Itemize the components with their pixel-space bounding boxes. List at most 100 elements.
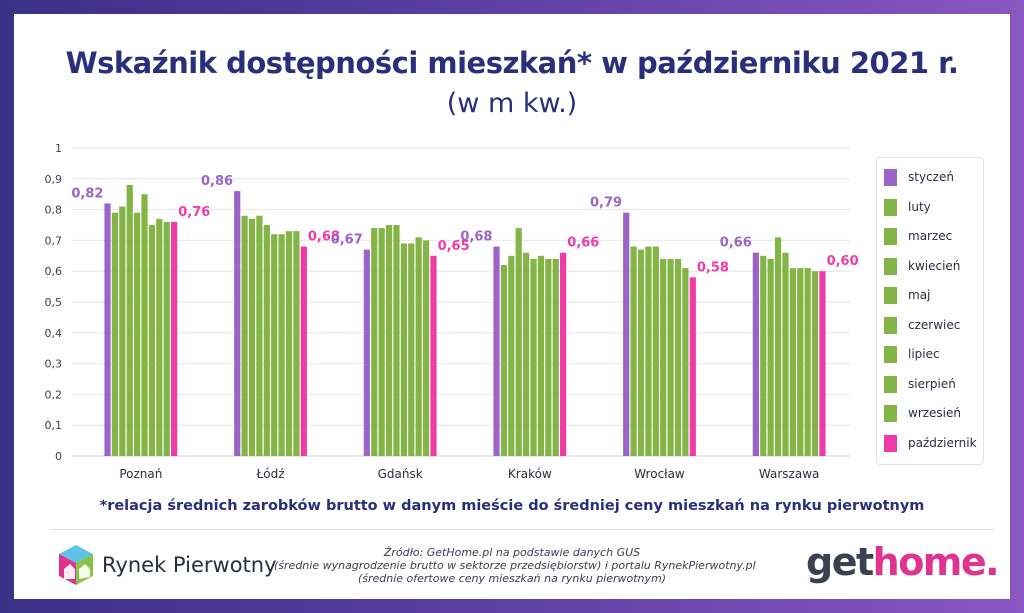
bar <box>508 255 515 456</box>
data-label: 0,58 <box>697 260 729 275</box>
bar <box>560 252 567 456</box>
legend-label: wrzesień <box>908 406 962 420</box>
bar <box>530 258 537 456</box>
bar <box>630 246 637 456</box>
data-label: 0,66 <box>720 236 752 251</box>
source-line-2: (średnie wynagrodzenie brutto w sektorze… <box>274 559 756 572</box>
bar <box>500 265 508 456</box>
cube-icon <box>59 545 93 585</box>
divider <box>50 529 993 530</box>
legend-swatch <box>884 346 897 363</box>
bar <box>141 194 148 456</box>
bar <box>789 268 796 456</box>
bar <box>393 225 400 456</box>
y-tick-label: 0 <box>55 450 62 463</box>
data-label: 0,79 <box>590 196 622 211</box>
bar <box>623 212 630 456</box>
bar <box>371 228 378 456</box>
footnote: *relacja średnich zarobków brutto w dany… <box>99 498 925 514</box>
bar <box>148 225 156 456</box>
y-tick-label: 0,3 <box>45 358 63 371</box>
bar <box>285 231 293 456</box>
y-tick-label: 0,2 <box>45 388 63 401</box>
bar <box>156 218 163 456</box>
bar <box>430 255 437 456</box>
bar <box>811 271 819 456</box>
bar <box>637 249 645 456</box>
data-label: 0,82 <box>71 186 103 201</box>
x-tick-label: Warszawa <box>759 467 819 481</box>
bar <box>300 246 307 456</box>
bar <box>400 243 407 456</box>
bar <box>667 258 674 456</box>
legend-label: marzec <box>908 229 953 243</box>
bar <box>119 206 126 456</box>
legend-label: czerwiec <box>908 317 961 332</box>
bar <box>674 258 682 456</box>
bar <box>111 212 119 456</box>
x-tick-label: Łódź <box>255 467 284 481</box>
bar <box>241 215 248 456</box>
legend-swatch <box>884 228 897 245</box>
legend-swatch <box>884 375 897 393</box>
legend-swatch <box>884 257 897 275</box>
legend-label: lipiec <box>908 347 940 361</box>
legend-swatch <box>884 198 897 216</box>
bar <box>682 268 689 456</box>
bar <box>819 271 826 456</box>
x-tick-label: Poznań <box>119 467 162 481</box>
x-tick-label: Kraków <box>508 467 552 481</box>
data-label: 0,68 <box>308 230 340 245</box>
bar <box>415 237 422 456</box>
legend-label: październik <box>908 435 977 450</box>
y-tick-label: 0,1 <box>45 419 63 432</box>
bar <box>760 255 767 456</box>
bar <box>804 268 811 456</box>
legend-label: styczeń <box>908 170 954 184</box>
bar <box>378 228 385 456</box>
bar <box>645 246 652 456</box>
gethome-logo-part1: get <box>806 540 874 584</box>
bar <box>782 252 789 456</box>
bar <box>234 191 241 456</box>
legend-swatch <box>884 287 897 304</box>
chart-title: Wskaźnik dostępności mieszkań* w paździe… <box>65 46 959 80</box>
data-label: 0,76 <box>178 205 210 220</box>
bar <box>385 225 393 456</box>
legend-label: maj <box>908 288 931 302</box>
y-tick-label: 0,6 <box>45 265 63 278</box>
bar <box>767 258 774 456</box>
bar <box>545 258 552 456</box>
data-label: 0,67 <box>331 233 363 248</box>
rynek-pierwotny-logo-text: Rynek Pierwotny <box>102 553 277 577</box>
bar <box>552 258 559 456</box>
gethome-logo: gethome. <box>806 540 1000 584</box>
bar <box>408 243 415 456</box>
bar <box>104 203 111 456</box>
rynek-pierwotny-logo: Rynek Pierwotny <box>56 543 277 587</box>
bar <box>752 252 759 456</box>
legend <box>876 157 984 465</box>
legend-swatch <box>884 316 897 334</box>
bar <box>363 249 370 456</box>
bar <box>774 237 782 456</box>
source-note: Źródło: GetHome.pl na podstawie danych G… <box>274 546 756 585</box>
bar <box>134 212 141 456</box>
bar <box>126 184 133 456</box>
bar <box>523 252 530 456</box>
source-line-1: Źródło: GetHome.pl na podstawie danych G… <box>383 546 641 559</box>
data-label: 0,65 <box>438 239 470 254</box>
bar <box>171 221 178 456</box>
bar <box>278 234 285 456</box>
bar <box>660 258 667 456</box>
legend-swatch <box>884 405 897 422</box>
y-tick-label: 0,8 <box>45 204 63 217</box>
bar <box>689 277 696 456</box>
x-tick-label: Gdańsk <box>378 467 423 481</box>
gethome-logo-part2: home. <box>872 540 1000 584</box>
y-tick-label: 0,7 <box>45 234 63 247</box>
bar <box>797 268 804 456</box>
bar <box>293 231 300 456</box>
legend-label: kwiecień <box>908 258 961 273</box>
legend-label: luty <box>908 199 931 214</box>
